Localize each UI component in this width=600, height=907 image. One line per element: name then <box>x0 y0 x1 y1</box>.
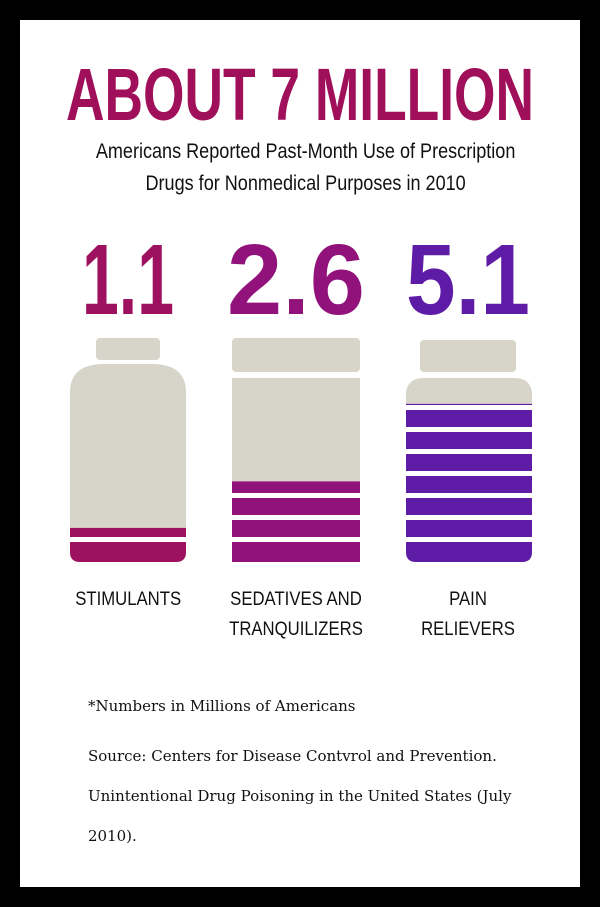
stripe-gap <box>406 493 532 498</box>
chart-title: ABOUT 7 MILLION <box>66 53 534 136</box>
stripe-gap <box>406 449 532 454</box>
bottle-body <box>70 364 186 562</box>
stripe-gap <box>232 515 360 520</box>
stripe-gap <box>406 537 532 542</box>
fill-bar <box>70 527 186 562</box>
stripe-gap <box>406 515 532 520</box>
stripe-gap <box>406 427 532 432</box>
bottle-cap <box>232 338 360 372</box>
note: *Numbers in Millions of Americans <box>88 697 356 715</box>
chart-subtitle: Americans Reported Past-Month Use of Pre… <box>95 140 516 195</box>
source: Source: Centers for Disease Contvrol and… <box>88 747 512 845</box>
value-label: 5.1 <box>406 224 530 336</box>
category-label: PAIN RELIEVERS <box>421 589 515 640</box>
value-label: 2.6 <box>227 224 365 336</box>
bottle-cap <box>420 340 516 372</box>
stripe-gap <box>406 471 532 476</box>
category-label: STIMULANTS <box>75 589 182 610</box>
stripe-gap <box>406 405 532 410</box>
bottle-cap <box>96 338 160 360</box>
value-label: 1.1 <box>82 224 174 336</box>
stripe-gap <box>232 493 360 498</box>
stripe-gap <box>232 537 360 542</box>
category-label: SEDATIVES AND TRANQUILIZERS <box>229 589 363 640</box>
stripe-gap <box>70 537 186 542</box>
